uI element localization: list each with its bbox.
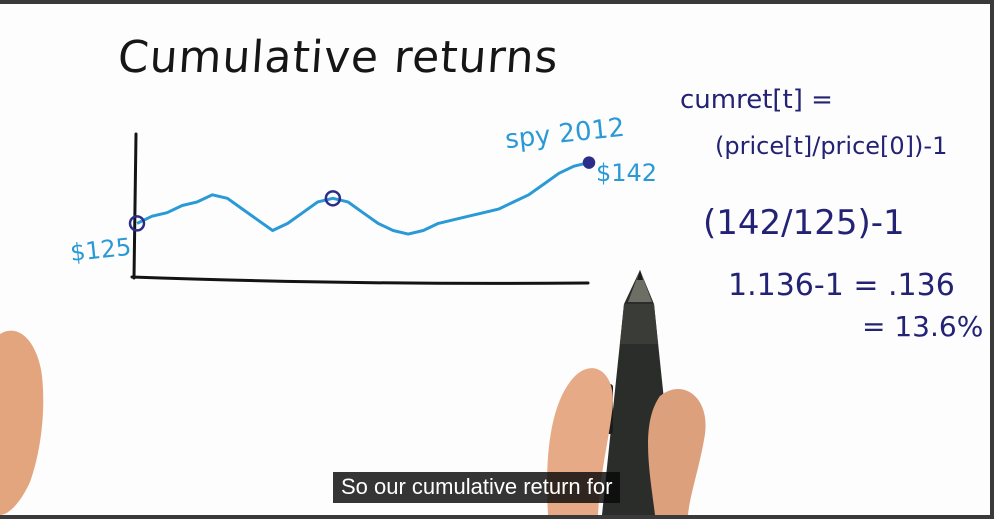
formula-line-4: 1.136-1 = .136 [728, 268, 955, 303]
formula-line-5: = 13.6% [862, 310, 983, 343]
subtitle-caption: So our cumulative return for [333, 472, 621, 503]
data-point-marker [324, 190, 342, 207]
series-label: spy 2012 [504, 113, 626, 155]
data-point-marker [128, 215, 146, 232]
formula-line-1: cumret[t] = [680, 85, 833, 115]
formula-line-2: (price[t]/price[0])-1 [715, 132, 947, 160]
data-point-marker [582, 156, 596, 169]
end-price-label: $142 [596, 159, 657, 187]
formula-line-3: (142/125)-1 [703, 203, 905, 243]
start-price-label: $125 [69, 233, 133, 267]
chart-svg: $125 $142 spy 2012 cumret[t] = (price[t]… [0, 85, 983, 515]
x-axis [130, 275, 590, 285]
video-content[interactable]: Cumulative returns $125 $142 spy 2012 cu… [0, 4, 990, 515]
y-axis [132, 132, 138, 280]
series-line-spy-2012 [136, 161, 590, 236]
